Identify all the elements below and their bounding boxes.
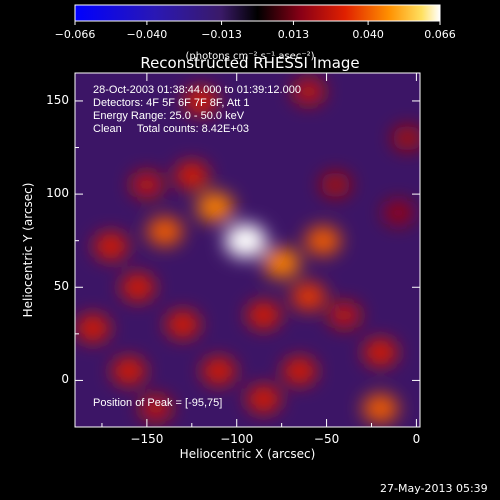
annotation-clean-counts: Clean Total counts: 8.42E+03 (93, 123, 250, 135)
colorbar-tick-label: −0.066 (54, 28, 96, 41)
colorbar-tick-label: −0.013 (201, 28, 242, 41)
heat-source (363, 338, 398, 367)
y-tick-label: 100 (46, 186, 69, 201)
heat-source (202, 357, 236, 385)
annotation-block: 28-Oct-2003 01:38:44.000 to 01:39:12.000… (93, 84, 301, 136)
heat-source (292, 78, 325, 105)
colorbar-ticks (74, 21, 441, 25)
heat-source (146, 216, 183, 247)
heat-source (362, 393, 399, 424)
heat-source (383, 200, 414, 226)
heat-source (76, 314, 110, 342)
colorbar-tick-label: 0.040 (352, 28, 384, 41)
heat-source (392, 125, 420, 152)
annotation-energy-range: Energy Range: 25.0 - 50.0 keV (93, 110, 245, 122)
x-tick-label: −50 (313, 432, 340, 446)
heat-source (247, 385, 281, 413)
x-axis-label: Heliocentric X (arcsec) (179, 447, 316, 461)
heat-source (247, 301, 281, 329)
x-tick-label: 0 (412, 432, 421, 446)
heat-source (130, 171, 163, 199)
colorbar (74, 4, 441, 22)
x-tick-label: −150 (130, 432, 164, 446)
peak-core (236, 233, 255, 248)
y-axis-label: Heliocentric Y (arcsec) (21, 182, 35, 318)
annotation-detectors: Detectors: 4F 5F 6F 7F 8F, Att 1 (93, 97, 250, 109)
footer-timestamp: 27-May-2013 05:39 (380, 482, 488, 495)
heat-source (291, 282, 326, 311)
heat-source (112, 357, 146, 385)
heat-source (196, 192, 234, 223)
y-tick-label: 150 (46, 92, 69, 107)
heat-source (282, 357, 317, 385)
annotation-time-range: 28-Oct-2003 01:38:44.000 to 01:39:12.000 (93, 84, 301, 96)
x-tick-label: −100 (220, 432, 254, 446)
heat-source (94, 232, 128, 261)
heat-source (263, 247, 301, 279)
y-tick-label: 50 (53, 279, 69, 294)
heat-source (184, 87, 218, 115)
heatmap-image (75, 73, 420, 427)
heat-source (121, 273, 155, 301)
heatmap-sources (76, 78, 420, 424)
heat-source (320, 171, 351, 198)
plot-frame (74, 72, 421, 428)
colorbar-tick-label: −0.040 (126, 28, 168, 41)
heat-source (175, 161, 209, 190)
colorbar-tick-label: 0.066 (424, 28, 456, 41)
peak-position-label: Position of Peak = [-95,75] (93, 397, 223, 409)
colorbar-tick-label: 0.013 (277, 28, 310, 41)
axis-ticks (75, 73, 420, 428)
chart-title: Reconstructed RHESSI Image (140, 54, 360, 72)
heat-source (166, 310, 200, 339)
y-tick-label: 0 (61, 372, 69, 387)
colorbar-unit-label: (photons cm⁻² s⁻¹ asec⁻²) (185, 51, 315, 62)
heat-source (139, 395, 172, 422)
heat-source (328, 301, 361, 329)
heat-source (305, 226, 341, 256)
